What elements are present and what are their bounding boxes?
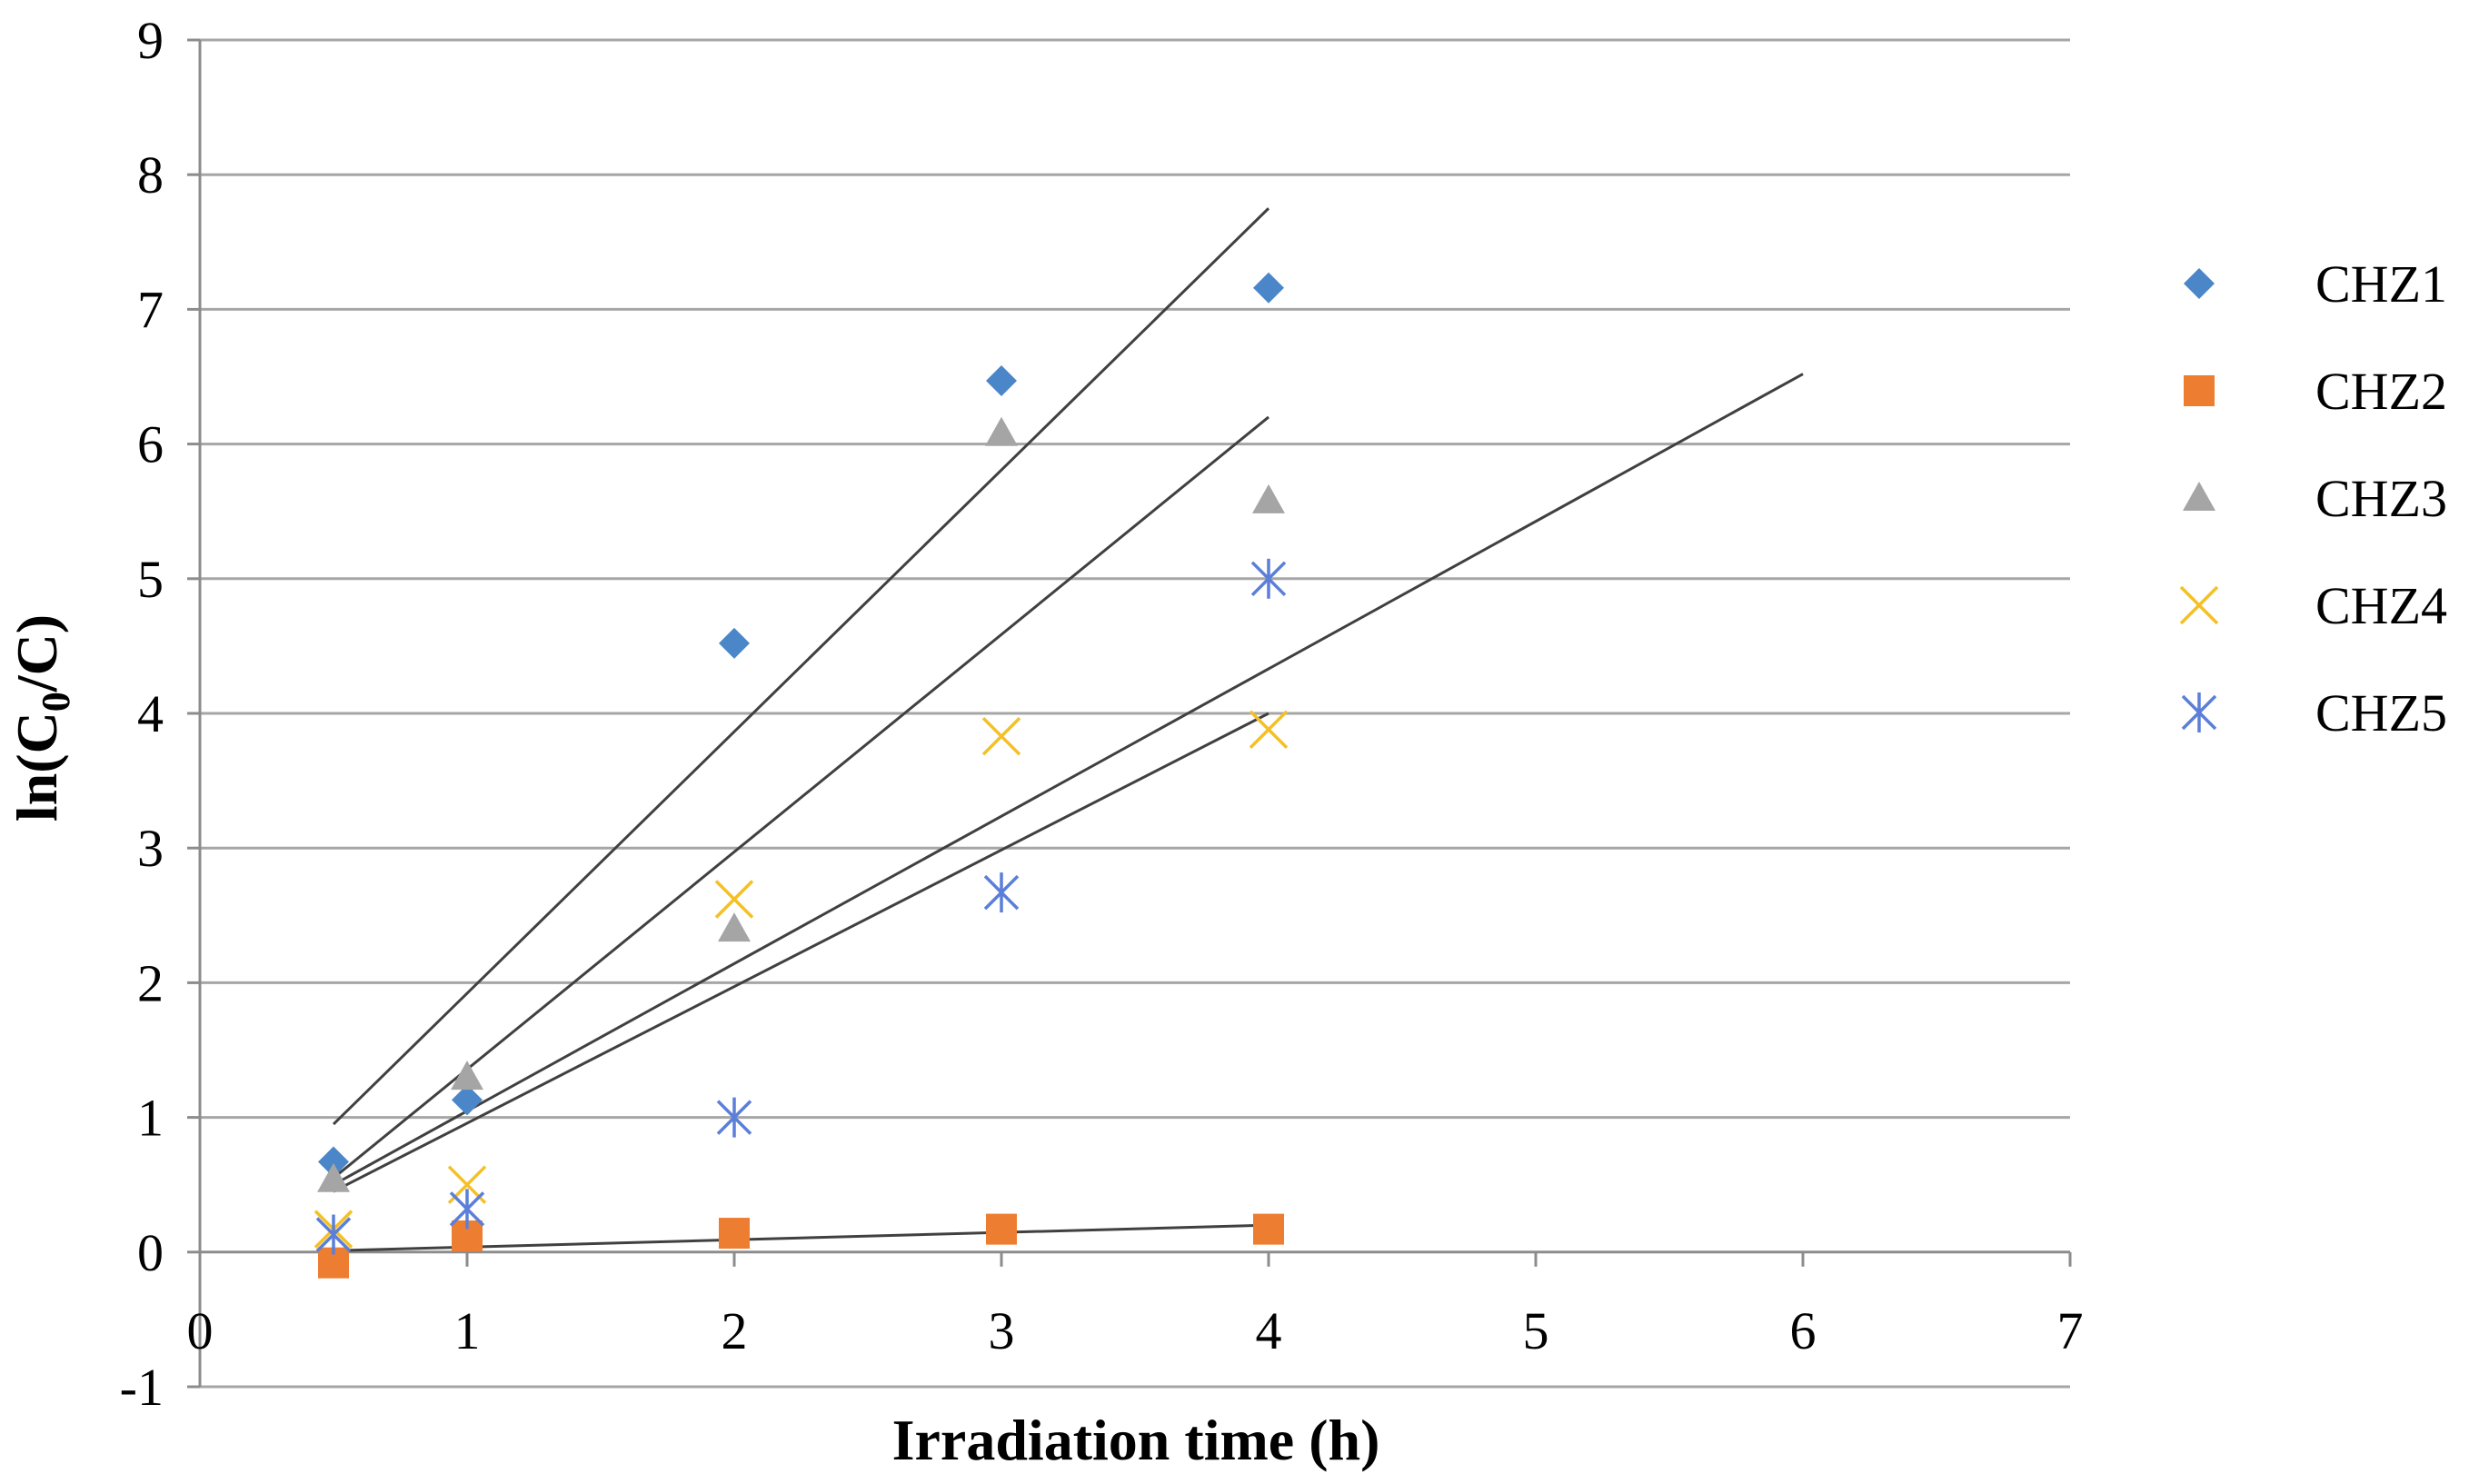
point-chz5: [1250, 558, 1287, 599]
point-chz1: [318, 1146, 349, 1178]
point-chz2: [1253, 1213, 1284, 1245]
x-axis-title: Irradiation time (h): [892, 1408, 1380, 1472]
y-tick-label: 5: [137, 550, 164, 609]
point-chz1: [986, 364, 1017, 396]
point-chz5: [449, 1189, 485, 1230]
legend-item-chz4: CHZ4: [2179, 576, 2447, 635]
y-axis-title: ln(C0/C): [5, 614, 78, 822]
data-points: [314, 272, 1289, 1279]
y-axis-title-main: ln(C: [5, 712, 69, 822]
y-tick-label: 8: [137, 145, 164, 204]
legend-label-chz3: CHZ3: [2315, 469, 2447, 528]
trendline-chz1: [332, 207, 1270, 1126]
point-chz1: [719, 627, 750, 659]
trendline-chz2: [333, 1223, 1269, 1252]
y-axis-title-subscript: 0: [34, 692, 78, 712]
x-tick-label: 0: [187, 1301, 214, 1360]
legend-marker-chz4: [2179, 585, 2219, 625]
y-tick-label: 3: [137, 819, 164, 878]
y-tick-label: 0: [137, 1223, 164, 1282]
legend: CHZ1 CHZ2 CHZ3 CHZ4 CHZ5: [2179, 254, 2447, 742]
point-chz4-stroke: [714, 880, 754, 919]
point-chz5: [983, 872, 1020, 913]
legend-label-chz5: CHZ5: [2315, 683, 2447, 742]
x-tick-label: 5: [1523, 1301, 1549, 1360]
y-tick-label: 9: [137, 11, 164, 70]
y-tick-label: 4: [137, 684, 164, 743]
point-chz3: [451, 1061, 483, 1091]
legend-marker-chz5: [2181, 692, 2217, 732]
x-tick-label: 6: [1790, 1301, 1817, 1360]
point-chz3: [718, 912, 751, 942]
gridlines: [200, 38, 2070, 1389]
y-axis-title-end: /C): [5, 614, 69, 692]
legend-item-chz3: CHZ3: [2183, 469, 2447, 528]
y-tick-label: 1: [137, 1089, 164, 1148]
y-tick-label: 6: [137, 415, 164, 474]
trendline-chz4: [333, 373, 1804, 1187]
point-chz4: [714, 880, 754, 919]
legend-label-chz4: CHZ4: [2315, 576, 2447, 635]
point-chz5: [315, 1214, 352, 1255]
trendline-chz3: [333, 415, 1269, 1180]
point-chz1: [1253, 272, 1284, 304]
point-chz2: [986, 1213, 1017, 1245]
legend-item-chz5: CHZ5: [2181, 683, 2447, 742]
y-tick-label: 7: [137, 280, 164, 339]
point-chz3: [985, 416, 1018, 446]
legend-marker-chz2: [2184, 375, 2215, 406]
x-tick-label: 4: [1256, 1301, 1282, 1360]
legend-item-chz2: CHZ2: [2184, 362, 2447, 421]
legend-label-chz2: CHZ2: [2315, 362, 2447, 421]
tick-labels: -1 0 1 2 3 4 5 6 7 8 9 0 1 2 3 4 5 6 7: [120, 11, 2084, 1417]
legend-label-chz1: CHZ1: [2315, 254, 2447, 314]
trendline-chz5: [333, 712, 1269, 1193]
point-chz3: [317, 1162, 350, 1192]
point-chz3: [1252, 483, 1285, 513]
point-chz4-stroke: [1249, 710, 1289, 750]
point-chz1: [452, 1084, 483, 1116]
legend-marker-chz4-stroke: [2179, 585, 2219, 625]
x-tick-label: 7: [2057, 1301, 2084, 1360]
point-chz2: [719, 1218, 750, 1250]
y-tick-label: -1: [120, 1358, 164, 1417]
trendlines: [332, 207, 1804, 1252]
x-tick-label: 2: [722, 1301, 748, 1360]
y-tick-label: 2: [137, 953, 164, 1012]
legend-marker-chz3: [2183, 482, 2215, 511]
x-tick-label: 3: [989, 1301, 1015, 1360]
point-chz4: [981, 716, 1021, 756]
point-chz5: [716, 1097, 752, 1138]
legend-item-chz1: CHZ1: [2184, 254, 2447, 314]
axes: [187, 38, 2072, 1389]
point-chz4: [1249, 710, 1289, 750]
x-tick-label: 1: [454, 1301, 481, 1360]
point-chz4-stroke: [981, 716, 1021, 756]
legend-marker-chz1: [2184, 268, 2215, 299]
